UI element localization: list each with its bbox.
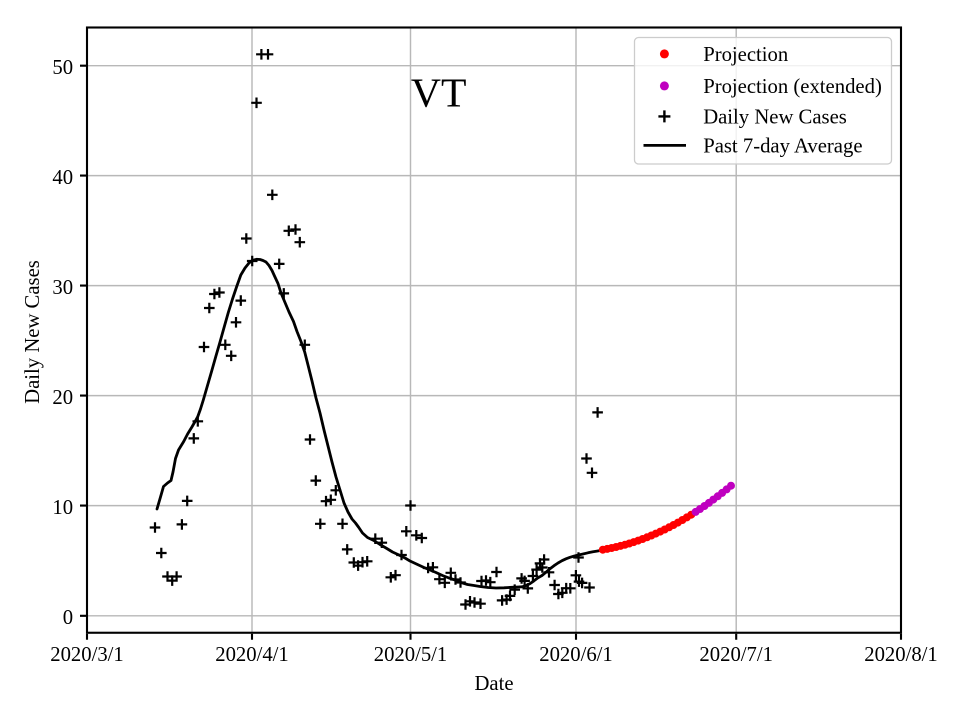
svg-text:VT: VT bbox=[411, 70, 467, 116]
svg-text:2020/6/1: 2020/6/1 bbox=[539, 644, 613, 666]
svg-text:Daily New Cases: Daily New Cases bbox=[22, 260, 44, 404]
svg-text:20: 20 bbox=[52, 387, 73, 409]
svg-text:2020/3/1: 2020/3/1 bbox=[50, 644, 124, 666]
svg-text:Past 7-day Average: Past 7-day Average bbox=[703, 135, 862, 157]
svg-text:50: 50 bbox=[52, 57, 73, 79]
svg-text:Daily New Cases: Daily New Cases bbox=[703, 106, 847, 128]
svg-text:10: 10 bbox=[52, 497, 73, 519]
svg-text:40: 40 bbox=[52, 167, 73, 189]
svg-text:2020/8/1: 2020/8/1 bbox=[864, 644, 938, 666]
svg-text:Projection: Projection bbox=[703, 44, 789, 66]
svg-text:2020/7/1: 2020/7/1 bbox=[699, 644, 773, 666]
svg-text:2020/4/1: 2020/4/1 bbox=[215, 644, 289, 666]
svg-text:0: 0 bbox=[63, 607, 73, 629]
svg-text:Date: Date bbox=[474, 673, 513, 695]
svg-text:30: 30 bbox=[52, 277, 73, 299]
svg-text:2020/5/1: 2020/5/1 bbox=[374, 644, 448, 666]
svg-text:Projection (extended): Projection (extended) bbox=[703, 76, 882, 98]
